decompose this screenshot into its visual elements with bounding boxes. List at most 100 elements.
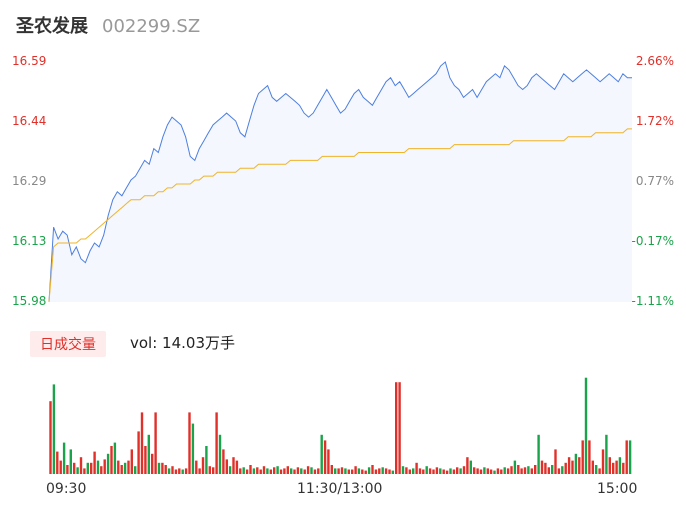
volume-bar — [503, 467, 506, 474]
volume-bar — [218, 434, 222, 474]
volume-bar — [83, 468, 86, 474]
volume-bar — [564, 462, 567, 474]
volume-bar — [313, 469, 317, 474]
stock-header: 圣农发展 002299.SZ — [16, 12, 200, 40]
volume-bar — [344, 468, 347, 474]
volume-bar — [201, 457, 205, 474]
price-line — [48, 61, 632, 303]
volume-bar — [628, 440, 632, 474]
volume-bar — [462, 466, 466, 474]
volume-bar — [398, 382, 401, 474]
volume-bar — [588, 440, 591, 474]
y-left-tick-0: 16.59 — [12, 54, 47, 68]
volume-bar — [310, 467, 313, 474]
volume-bar — [513, 460, 517, 474]
volume-bar — [283, 468, 286, 474]
volume-bar — [296, 467, 300, 474]
volume-bar — [578, 457, 581, 474]
volume-bar — [93, 451, 96, 474]
volume-bar — [239, 468, 242, 474]
volume-bar — [483, 467, 486, 474]
volume-bar — [456, 467, 459, 474]
volume-bar — [69, 449, 72, 474]
volume-bar — [567, 457, 571, 474]
volume-bar — [340, 467, 344, 474]
volume-bar — [100, 466, 103, 474]
volume-bar — [56, 451, 59, 474]
volume-bar — [130, 449, 133, 474]
y-left-tick-3: 16.13 — [12, 234, 47, 248]
volume-bar — [293, 469, 296, 474]
volume-bar — [354, 466, 357, 474]
y-right-tick-0: 2.66% — [635, 54, 674, 68]
volume-bar — [86, 462, 89, 474]
volume-bar — [113, 442, 117, 474]
volume-bar — [154, 412, 157, 474]
volume-bar — [439, 468, 442, 474]
volume-bar — [262, 466, 266, 474]
volume-bar — [228, 466, 232, 474]
volume-bar — [625, 440, 628, 474]
volume-bar — [415, 462, 418, 474]
volume-bar — [469, 460, 472, 474]
volume-bar — [435, 467, 439, 474]
volume-bar — [591, 460, 594, 474]
volume-bar — [73, 462, 76, 474]
volume-bar — [523, 467, 527, 474]
volume-bar — [520, 468, 523, 474]
y-right-tick-3: -0.17% — [631, 234, 674, 248]
volume-bar — [449, 468, 452, 474]
volume-bar — [191, 423, 195, 474]
volume-bar — [303, 469, 306, 474]
volume-bar — [351, 469, 354, 474]
volume-bar — [151, 453, 154, 474]
volume-bar — [364, 470, 367, 474]
volume-bar — [615, 460, 618, 474]
volume-bar — [361, 469, 364, 474]
volume-bar — [96, 460, 100, 474]
volume-bar — [547, 467, 550, 474]
volume-bar — [540, 460, 544, 474]
volume-bar — [144, 446, 147, 474]
volume-bar — [459, 468, 462, 474]
volume-bar — [388, 469, 391, 474]
volume-bar — [167, 468, 171, 474]
volume-bar — [479, 469, 483, 474]
volume-bar — [571, 460, 574, 474]
volume-bar — [161, 462, 164, 474]
volume-bar — [598, 468, 601, 474]
volume-bar — [510, 466, 513, 474]
volume-bar — [608, 457, 611, 474]
volume-bar — [330, 465, 333, 474]
volume-bar — [432, 469, 435, 474]
volume-bar — [134, 466, 137, 474]
volume-bar — [408, 469, 411, 474]
volume-bar — [59, 460, 62, 474]
volume-bar — [205, 446, 208, 474]
volume-bar — [445, 470, 449, 474]
volume-bar — [337, 468, 340, 474]
volume-bar — [103, 459, 106, 474]
volume-bar — [232, 457, 235, 474]
volume-bar — [486, 468, 489, 474]
volume-bar — [106, 453, 110, 474]
volume-bar — [188, 412, 191, 474]
volume-bar — [601, 449, 605, 474]
volume-bar — [300, 468, 303, 474]
y-right-tick-2: 0.77% — [635, 174, 674, 188]
volume-bar — [242, 467, 245, 474]
average-price-line — [48, 128, 632, 303]
volume-bar — [290, 468, 293, 474]
volume-bar — [157, 462, 161, 474]
volume-bar — [327, 449, 330, 474]
volume-bar — [466, 457, 469, 474]
price-area-fill — [49, 62, 632, 302]
volume-bar — [147, 434, 150, 474]
volume-bar — [442, 469, 445, 474]
volume-bar — [174, 469, 178, 474]
volume-bar — [473, 467, 476, 474]
volume-bar — [384, 468, 388, 474]
volume-bar — [496, 468, 500, 474]
volume-bar — [500, 469, 503, 474]
